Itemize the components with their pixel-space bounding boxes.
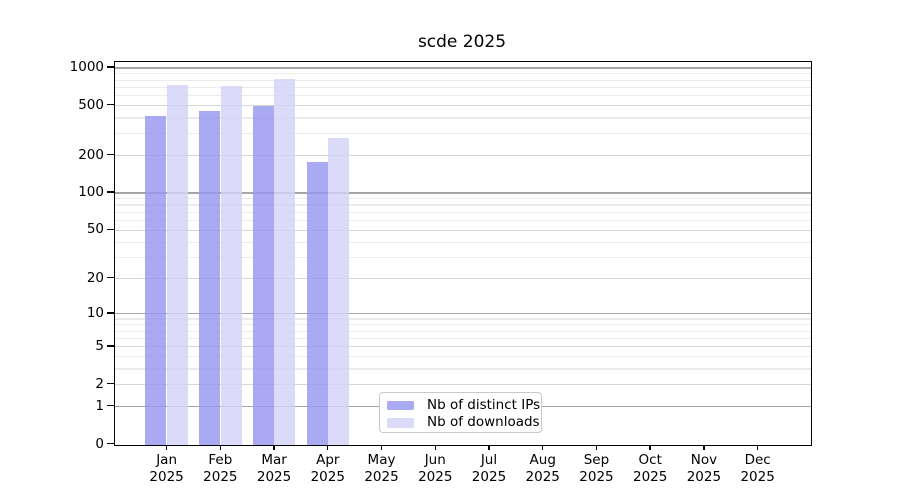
x-tick-label-apr: Apr 2025 [310, 452, 345, 485]
legend-swatch-downloads-icon [387, 418, 414, 428]
bar-distinct-ips-apr [306, 161, 328, 445]
gridline-80 [115, 204, 811, 206]
legend-swatch-distinct-ips-icon [387, 400, 414, 410]
y-tick-label-0: 0 [95, 435, 104, 452]
x-tick-label-jan: Jan 2025 [149, 452, 184, 485]
x-tick-label-sep: Sep 2025 [579, 452, 614, 485]
x-tick-jul [488, 444, 490, 450]
bar-distinct-ips-mar [252, 105, 274, 445]
gridline-8 [115, 324, 811, 326]
gridline-40 [115, 241, 811, 243]
x-tick-label-dec: Dec 2025 [740, 452, 775, 485]
gridline-900 [115, 73, 811, 75]
x-tick-label-jul: Jul 2025 [471, 452, 507, 485]
y-tick-label-100: 100 [78, 184, 104, 201]
y-tick-1 [107, 405, 114, 407]
gridline-20 [115, 278, 811, 280]
bar-downloads-apr [327, 138, 349, 445]
gridline-700 [115, 86, 811, 89]
bar-downloads-jan [166, 85, 188, 445]
gridline-7 [115, 330, 811, 332]
y-tick-label-2: 2 [95, 375, 104, 392]
x-tick-nov [703, 444, 705, 450]
y-tick-label-500: 500 [78, 96, 104, 113]
x-tick-label-mar: Mar 2025 [256, 452, 292, 485]
gridline-30 [115, 256, 811, 258]
legend-item-distinct-ips: Nb of distinct IPs [387, 397, 541, 415]
gridline-4 [115, 356, 811, 358]
gridline-800 [115, 79, 811, 81]
gridline-70 [115, 211, 811, 213]
y-tick-500 [107, 104, 114, 106]
gridline-50 [115, 229, 811, 231]
y-tick-0 [107, 442, 114, 445]
gridline-60 [115, 219, 811, 222]
legend-label-downloads: Nb of downloads [427, 414, 540, 431]
x-tick-label-may: May 2025 [364, 452, 399, 485]
gridline-1000 [115, 67, 811, 69]
x-tick-oct [649, 444, 651, 450]
gridline-600 [115, 95, 811, 97]
gridline-6 [115, 337, 811, 340]
y-tick-label-1: 1 [95, 397, 104, 414]
x-tick-may [380, 444, 383, 450]
gridline-90 [115, 198, 811, 200]
x-tick-sep [595, 444, 598, 450]
x-tick-label-jun: Jun 2025 [418, 452, 453, 485]
y-tick-label-200: 200 [78, 146, 104, 163]
y-tick-label-20: 20 [86, 269, 104, 286]
gridline-9 [115, 318, 811, 320]
y-tick-50 [107, 228, 114, 230]
y-tick-2 [107, 382, 114, 385]
legend: Nb of distinct IPs Nb of downloads [379, 392, 542, 433]
x-tick-dec [756, 444, 759, 450]
x-tick-label-oct: Oct 2025 [633, 452, 668, 485]
gridline-200 [115, 154, 811, 157]
gridline-300 [115, 132, 811, 135]
gridline-5 [115, 346, 811, 348]
gridline-100 [115, 192, 811, 194]
chart-title: scde 2025 [417, 32, 507, 52]
x-tick-label-aug: Aug 2025 [525, 452, 560, 485]
y-tick-label-1000: 1000 [69, 59, 104, 76]
y-tick-10 [107, 312, 114, 314]
legend-label-distinct-ips: Nb of distinct IPs [427, 396, 541, 413]
x-tick-feb [219, 444, 222, 450]
y-tick-label-50: 50 [86, 221, 104, 238]
y-tick-1000 [107, 66, 114, 68]
bar-distinct-ips-feb [199, 111, 221, 445]
y-tick-5 [107, 345, 114, 347]
gridline-500 [115, 105, 811, 107]
x-tick-aug [542, 444, 544, 450]
bar-downloads-mar [274, 78, 296, 445]
gridline-400 [115, 117, 811, 119]
x-tick-apr [327, 444, 329, 450]
y-tick-200 [107, 153, 114, 156]
plot-area [114, 61, 812, 446]
x-tick-jan [165, 444, 168, 450]
y-tick-label-10: 10 [86, 304, 104, 321]
legend-item-downloads: Nb of downloads [387, 414, 541, 432]
x-tick-label-nov: Nov 2025 [686, 452, 722, 485]
bar-distinct-ips-jan [145, 116, 167, 445]
x-tick-jun [434, 444, 436, 450]
gridline-2 [115, 384, 811, 386]
x-tick-label-feb: Feb 2025 [203, 452, 238, 485]
y-tick-label-5: 5 [95, 337, 104, 354]
bar-downloads-feb [220, 85, 242, 445]
y-tick-20 [107, 276, 114, 279]
y-tick-100 [107, 191, 114, 193]
gridline-10 [115, 313, 811, 315]
x-tick-mar [273, 444, 275, 450]
gridline-3 [115, 368, 811, 370]
